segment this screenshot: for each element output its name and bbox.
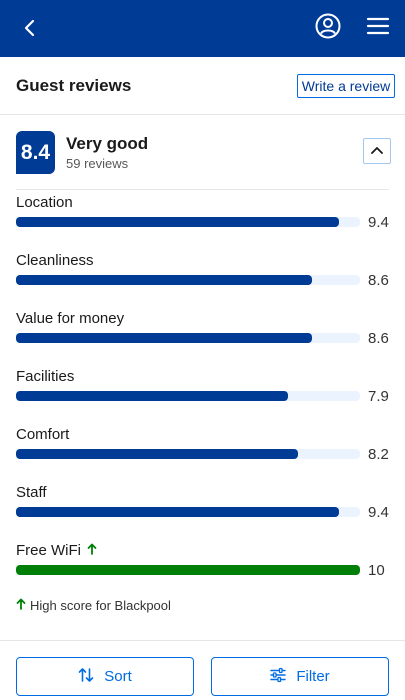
score-bar-track — [16, 391, 360, 401]
chevron-up-icon — [370, 142, 384, 160]
score-bar-track — [16, 275, 360, 285]
sort-button[interactable]: Sort — [16, 657, 194, 696]
score-bar-track — [16, 333, 360, 343]
top-app-bar — [0, 0, 405, 57]
score-bar-fill — [16, 449, 299, 459]
reviews-header: Guest reviews Write a review — [0, 57, 405, 115]
category-score: 8.2 — [368, 446, 389, 463]
category-score: 10 — [368, 562, 385, 579]
score-bar-fill — [16, 565, 360, 575]
up-arrow-icon — [16, 598, 26, 613]
review-count: 59 reviews — [66, 156, 129, 171]
category-label: Comfort — [16, 426, 70, 443]
category-location: Location 9.4 — [0, 194, 405, 244]
score-bar-fill — [16, 507, 340, 517]
divider — [0, 640, 405, 641]
score-bar-fill — [16, 275, 312, 285]
score-bar-track — [16, 217, 360, 227]
score-bar-fill — [16, 333, 312, 343]
account-icon[interactable] — [314, 12, 342, 40]
score-bar-track — [16, 565, 360, 575]
category-score: 8.6 — [368, 330, 389, 347]
collapse-button[interactable] — [363, 138, 391, 164]
category-label: Value for money — [16, 310, 125, 327]
score-bar-fill — [16, 391, 288, 401]
high-score-text: High score for Blackpool — [30, 598, 171, 613]
score-bar-track — [16, 449, 360, 459]
category-score: 7.9 — [368, 388, 389, 405]
score-bar-track — [16, 507, 360, 517]
score-badge: 8.4 — [16, 131, 55, 174]
category-facilities: Facilities 7.9 — [0, 368, 405, 418]
divider — [16, 189, 389, 190]
category-cleanliness: Cleanliness 8.6 — [0, 252, 405, 302]
sort-label: Sort — [104, 668, 132, 685]
sort-icon — [78, 667, 94, 687]
filter-icon — [270, 667, 287, 687]
page-title: Guest reviews — [16, 76, 132, 95]
category-score: 8.6 — [368, 272, 389, 289]
up-arrow-icon — [87, 542, 97, 559]
category-label: Cleanliness — [16, 252, 94, 269]
high-score-note: High score for Blackpool — [16, 598, 171, 613]
category-label: Staff — [16, 484, 47, 501]
category-free-wifi: Free WiFi 10 — [0, 542, 405, 592]
filter-label: Filter — [296, 668, 330, 685]
category-staff: Staff 9.4 — [0, 484, 405, 534]
score-bar-fill — [16, 217, 340, 227]
category-label: Facilities — [16, 368, 75, 385]
filter-button[interactable]: Filter — [211, 657, 389, 696]
category-comfort: Comfort 8.2 — [0, 426, 405, 476]
category-value-for-money: Value for money 8.6 — [0, 310, 405, 360]
category-score: 9.4 — [368, 214, 389, 231]
category-score: 9.4 — [368, 504, 389, 521]
category-label: Location — [16, 194, 73, 211]
rating-label: Very good — [66, 134, 149, 153]
write-review-button[interactable]: Write a review — [297, 74, 395, 98]
hamburger-menu-icon[interactable] — [366, 16, 390, 36]
category-label: Free WiFi — [16, 542, 81, 559]
back-arrow-icon[interactable] — [18, 16, 42, 40]
score-summary: 8.4 Very good 59 reviews — [0, 130, 405, 180]
